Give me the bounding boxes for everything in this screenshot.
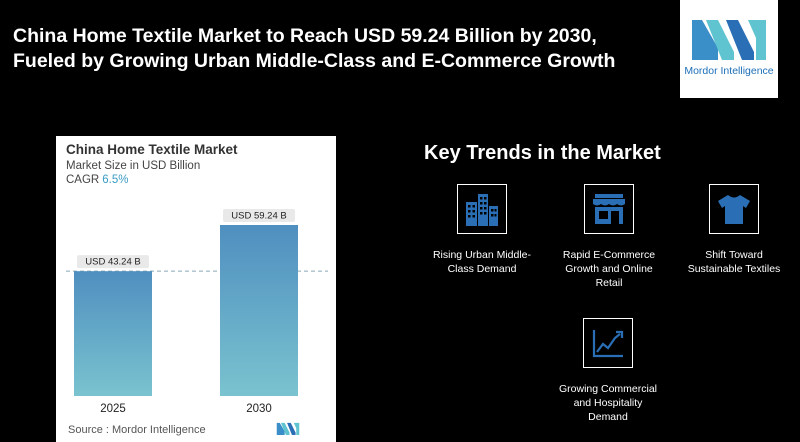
- mordor-logo: Mordor Intelligence: [680, 0, 778, 98]
- trend-label-line: and Hospitality: [573, 397, 643, 409]
- trend-label: Rapid E-Commerce Growth and Online Retai…: [539, 248, 679, 290]
- trend-commercial-hospitality: Growing Commercial and Hospitality Deman…: [538, 318, 678, 424]
- trend-label: Growing Commercial and Hospitality Deman…: [538, 382, 678, 424]
- source-text: Source : Mordor Intelligence: [68, 424, 206, 436]
- cagr-label: CAGR: [66, 174, 100, 186]
- trend-label: Shift Toward Sustainable Textiles: [664, 248, 800, 276]
- chart-subtitle: Market Size in USD Billion: [66, 160, 201, 172]
- trend-label-line: Rapid E-Commerce: [562, 249, 656, 261]
- storefront-icon: [593, 194, 625, 224]
- trends-title: Key Trends in the Market: [424, 142, 661, 164]
- chart-title: China Home Textile Market: [66, 142, 238, 157]
- headline: China Home Textile Market to Reach USD 5…: [13, 24, 653, 74]
- trend-label-line: Class Demand: [447, 263, 517, 275]
- bar-chart: USD 43.24 B 2025 USD 59.24 B 2030: [66, 209, 328, 415]
- rising-chart-icon: [592, 330, 624, 358]
- trend-label-line: Demand: [588, 411, 628, 423]
- trend-icon-frame: [457, 184, 507, 234]
- tshirt-icon: [718, 195, 750, 224]
- trend-label-line: Growth and Online: [565, 263, 653, 275]
- trend-icon-frame: [583, 318, 633, 368]
- cagr: CAGR 6.5%: [66, 174, 128, 186]
- trend-label-line: Sustainable Textiles: [687, 263, 781, 275]
- data-label-background: [223, 209, 295, 222]
- data-label: USD 59.24 B: [231, 211, 286, 222]
- trend-sustainable-textiles: Shift Toward Sustainable Textiles: [664, 184, 800, 276]
- trend-ecommerce: Rapid E-Commerce Growth and Online Retai…: [539, 184, 679, 290]
- trend-label-line: Retail: [595, 277, 623, 289]
- chart-card: USD 43.24 B 2025 USD 59.24 B 2030 China Hom…: [56, 136, 336, 442]
- cagr-value: 6.5%: [102, 174, 129, 186]
- source-logo-icon: [276, 422, 300, 435]
- mordor-logo-mark-icon: [692, 20, 766, 60]
- trend-label-line: Growing Commercial: [558, 383, 658, 395]
- headline-line-1: China Home Textile Market to Reach USD 5…: [13, 25, 597, 47]
- trend-icon-frame: [709, 184, 759, 234]
- buildings-icon: [466, 194, 498, 226]
- mordor-logo-text: Mordor Intelligence: [684, 65, 774, 77]
- trend-label-line: Rising Urban Middle-: [432, 249, 532, 261]
- data-label-background: [77, 255, 149, 269]
- headline-line-2: Fueled by Growing Urban Middle-Class and…: [13, 50, 616, 72]
- x-tick-label: 2030: [246, 403, 272, 415]
- trend-label-line: Shift Toward: [705, 249, 763, 261]
- trend-urban-middle-class: Rising Urban Middle- Class Demand: [412, 184, 552, 276]
- x-tick-label: 2025: [100, 403, 126, 415]
- bar-2030: [220, 225, 298, 396]
- data-label: USD 43.24 B: [85, 257, 140, 268]
- bar-2025: [74, 271, 152, 396]
- trend-label: Rising Urban Middle- Class Demand: [412, 248, 552, 276]
- trend-icon-frame: [584, 184, 634, 234]
